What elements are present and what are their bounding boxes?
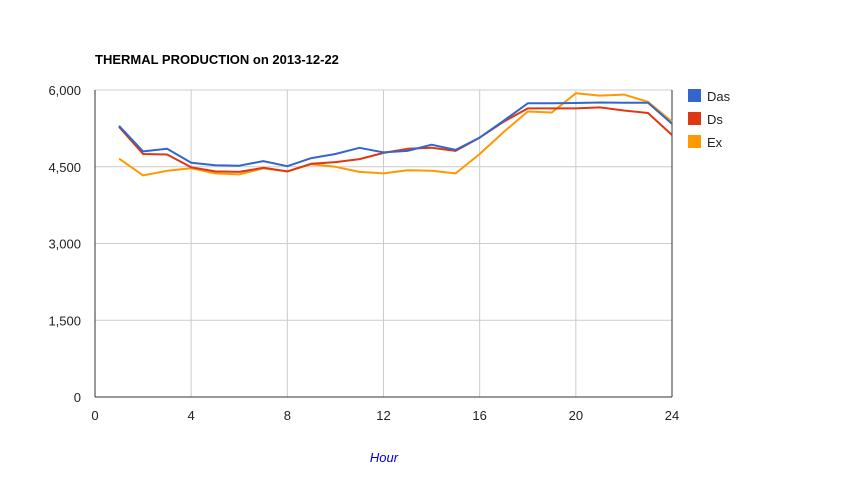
x-tick-label: 20 [569,408,583,423]
gridlines [95,89,672,397]
y-tick-label: 4,500 [48,160,81,175]
x-tick-label: 16 [472,408,486,423]
series-line-ex [118,92,673,177]
x-tick-label: 24 [665,408,679,423]
chart-title: THERMAL PRODUCTION on 2013-12-22 [95,52,339,67]
y-tick-label: 0 [74,390,81,405]
y-tick-label: 1,500 [48,313,81,328]
y-tick-label: 3,000 [48,237,81,252]
legend: Das Ds Ex [688,89,731,150]
legend-label-ex: Ex [707,135,723,150]
series-line-das [118,101,673,168]
legend-swatch-ex [688,135,701,148]
axes: 0 1,500 3,000 4,500 6,000 0 4 8 12 16 20 24 [48,83,679,423]
x-tick-label: 8 [284,408,291,423]
x-axis-label: Hour [370,450,399,465]
x-tick-label: 12 [376,408,390,423]
legend-swatch-ds [688,112,701,125]
legend-label-das: Das [707,89,731,104]
x-tick-label: 0 [91,408,98,423]
series-lines [118,92,673,177]
x-tick-label: 4 [188,408,195,423]
series-line-ds [118,106,673,173]
legend-label-ds: Ds [707,112,723,127]
legend-swatch-das [688,89,701,102]
y-tick-label: 6,000 [48,83,81,98]
